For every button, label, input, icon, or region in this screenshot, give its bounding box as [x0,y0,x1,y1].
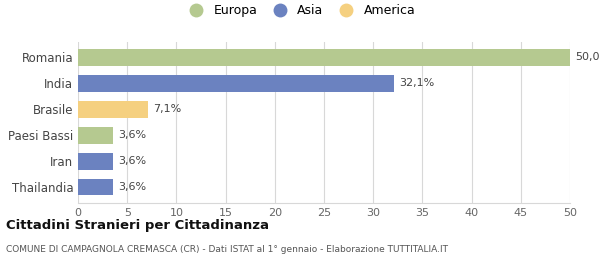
Text: 3,6%: 3,6% [118,182,146,192]
Text: 3,6%: 3,6% [118,156,146,166]
Legend: Europa, Asia, America: Europa, Asia, America [178,0,421,23]
Bar [78,153,113,170]
Bar [78,101,148,118]
Text: 50,0%: 50,0% [575,52,600,62]
Text: COMUNE DI CAMPAGNOLA CREMASCA (CR) - Dati ISTAT al 1° gennaio - Elaborazione TUT: COMUNE DI CAMPAGNOLA CREMASCA (CR) - Dat… [6,245,448,254]
Text: 7,1%: 7,1% [153,104,181,114]
Bar [78,179,113,196]
Bar [78,127,113,144]
Text: 3,6%: 3,6% [118,130,146,140]
Text: Cittadini Stranieri per Cittadinanza: Cittadini Stranieri per Cittadinanza [6,219,269,232]
Bar [78,75,394,92]
Text: 32,1%: 32,1% [399,78,434,88]
Bar [78,49,570,66]
